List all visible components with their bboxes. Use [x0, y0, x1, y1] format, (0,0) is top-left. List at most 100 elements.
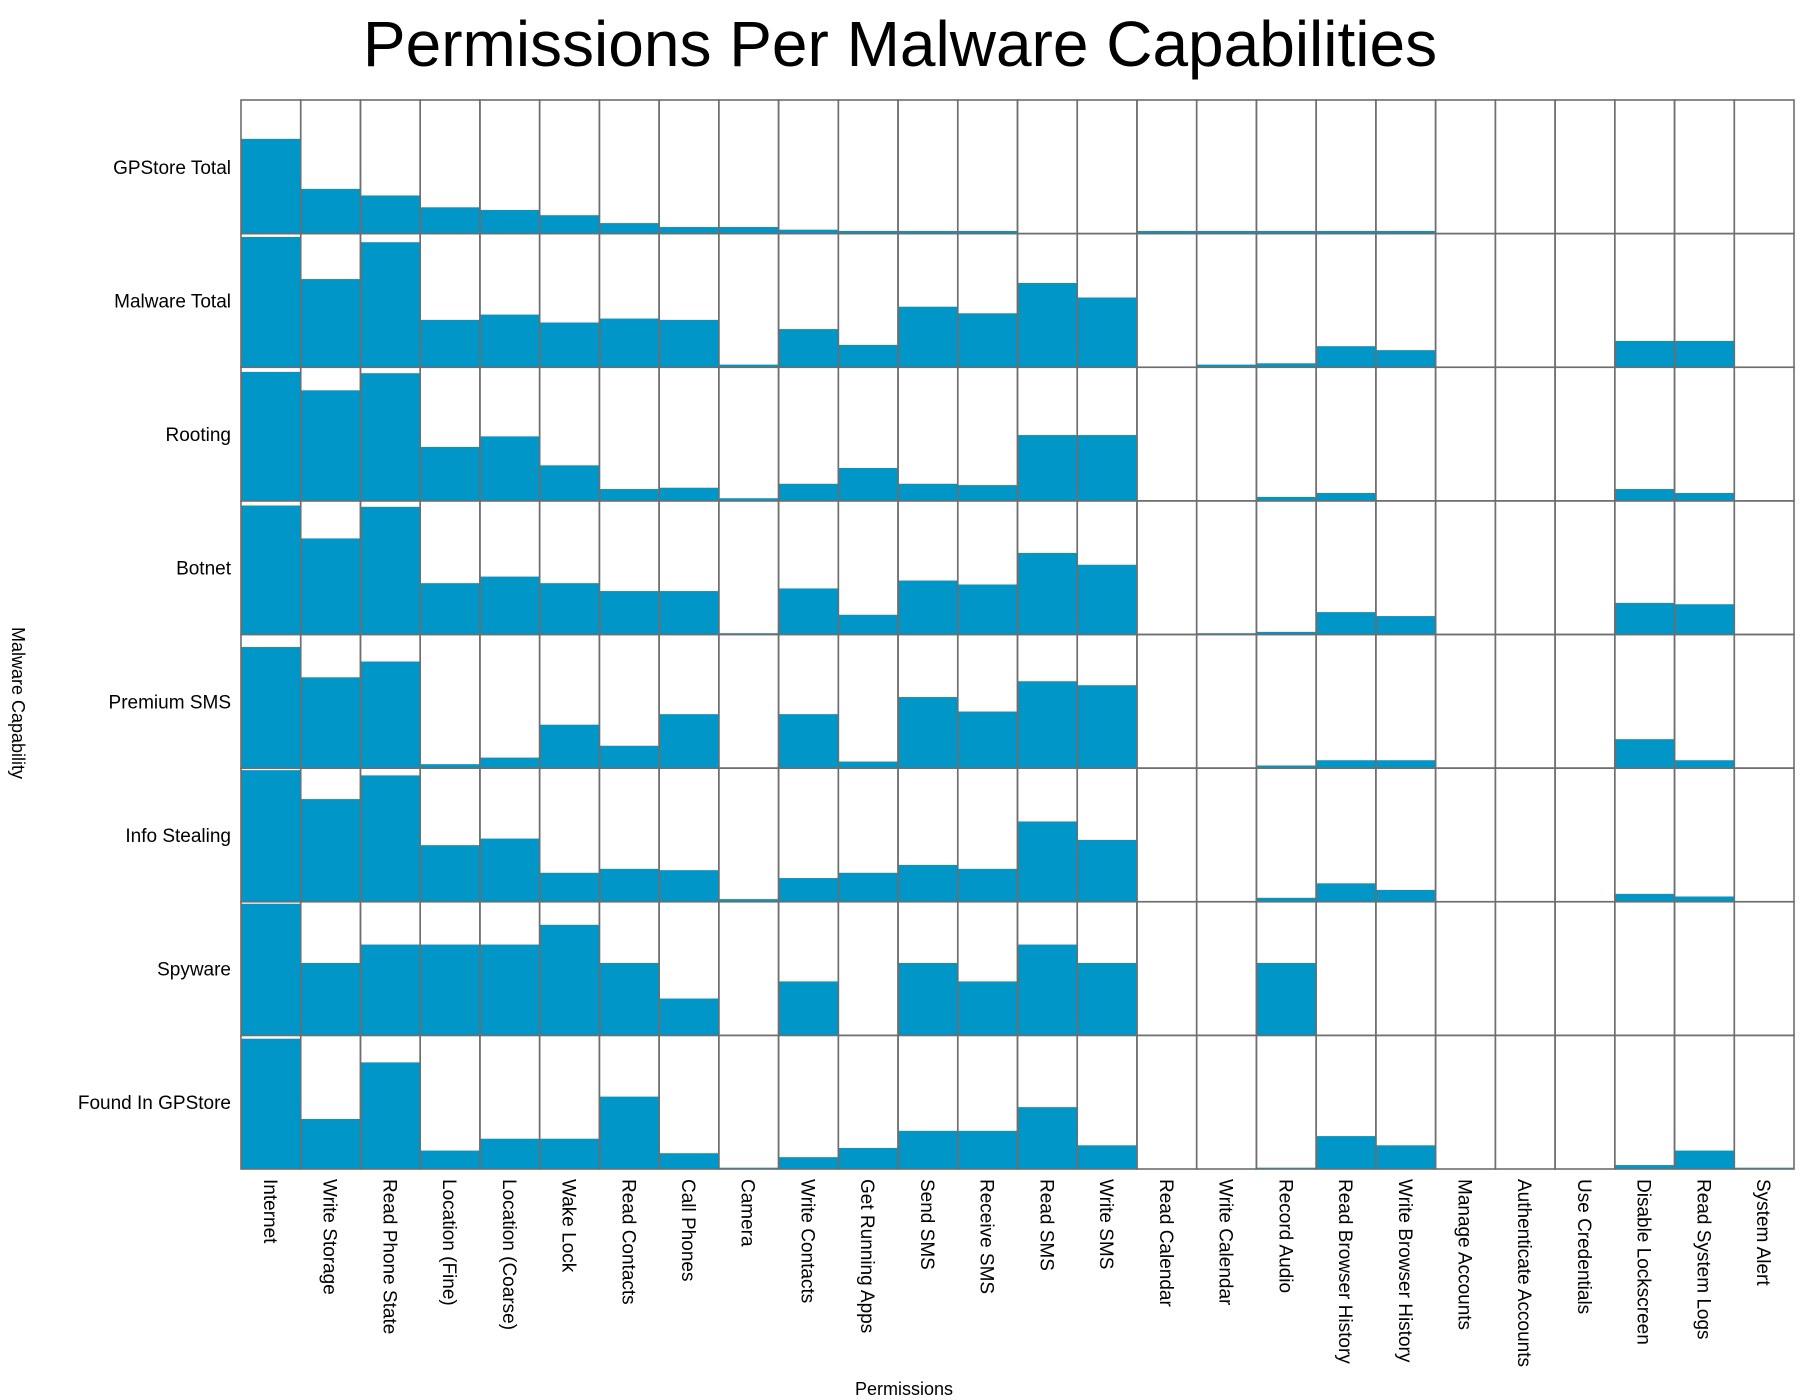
heatmap-bar [659, 227, 719, 234]
heatmap-cell [658, 1034, 720, 1170]
column-label: Write Contacts [796, 1179, 817, 1303]
heatmap-bar [1196, 364, 1257, 368]
heatmap-cell [598, 99, 660, 235]
heatmap-bar [599, 223, 660, 234]
heatmap-bar [1256, 962, 1317, 1036]
heatmap-bar [479, 838, 540, 902]
heatmap-cell [1614, 767, 1676, 903]
heatmap-cell [718, 366, 780, 502]
chart-title: Permissions Per Malware Capabilities [363, 8, 1437, 80]
heatmap-bar [1256, 363, 1317, 368]
heatmap-bar [1614, 893, 1675, 902]
heatmap-cell [1733, 900, 1795, 1037]
heatmap-bar [1256, 230, 1317, 234]
heatmap-bar [659, 591, 719, 635]
heatmap-bar [539, 465, 600, 501]
column-label: Read System Logs [1692, 1179, 1713, 1340]
row-label: Found In GPStore [78, 1093, 231, 1114]
heatmap-bar [479, 576, 540, 635]
heatmap-bar [241, 505, 301, 635]
heatmap-bar [898, 864, 958, 902]
heatmap-cell [1195, 900, 1258, 1037]
heatmap-bar [1614, 1165, 1675, 1169]
heatmap-bar [718, 899, 779, 902]
heatmap-bar [1375, 1145, 1436, 1169]
heatmap-bar [1077, 1145, 1137, 1169]
heatmap-bar [599, 962, 660, 1036]
heatmap-bar [838, 872, 899, 902]
column-label: Disable Lockscreen [1633, 1179, 1654, 1345]
heatmap-cell [718, 1034, 780, 1170]
heatmap-bar [360, 775, 421, 902]
heatmap-cell [1733, 767, 1795, 903]
heatmap-bar [898, 580, 958, 635]
column-label: Location (Coarse) [498, 1179, 519, 1330]
heatmap-bar [539, 924, 600, 1036]
heatmap-bar [1256, 631, 1317, 635]
heatmap-cell [538, 99, 601, 235]
heatmap-cell [1255, 500, 1317, 636]
heatmap-cell [837, 900, 899, 1037]
heatmap-cell [1136, 1034, 1198, 1170]
column-label: Write Browser History [1394, 1179, 1415, 1363]
heatmap-bar [659, 870, 719, 902]
heatmap-bar [898, 697, 958, 769]
column-label: Record Audio [1274, 1179, 1295, 1293]
heatmap-bar [420, 845, 480, 902]
heatmap-bar [1256, 765, 1317, 769]
heatmap-bar [898, 230, 958, 234]
heatmap-cell [1375, 99, 1437, 235]
heatmap-cell [1195, 500, 1258, 636]
heatmap-cell [1733, 366, 1795, 502]
heatmap-bar [1316, 612, 1376, 635]
heatmap-bar [659, 1153, 719, 1169]
heatmap-cell [1195, 99, 1258, 235]
column-label: Write SMS [1095, 1179, 1116, 1269]
row-label: GPStore Total [113, 158, 231, 179]
heatmap-bar [957, 584, 1018, 635]
heatmap-cell [1554, 633, 1616, 769]
heatmap-bar [479, 1138, 540, 1169]
heatmap-cell [1315, 633, 1377, 769]
heatmap-bar [1375, 230, 1436, 234]
heatmap-cell [777, 1034, 840, 1170]
heatmap-bar [300, 279, 361, 368]
heatmap-bar [360, 195, 421, 234]
heatmap-cell [1434, 99, 1497, 235]
column-label: Send SMS [916, 1179, 937, 1270]
heatmap-bar [300, 962, 361, 1036]
heatmap-cell [1315, 99, 1377, 235]
heatmap-bar [599, 591, 660, 635]
heatmap-bar [898, 306, 958, 368]
heatmap-bar [957, 868, 1018, 902]
heatmap-cell [956, 366, 1019, 502]
heatmap-bar [539, 1138, 600, 1169]
heatmap-cell [1494, 1034, 1556, 1170]
heatmap-cell [1375, 366, 1437, 502]
heatmap-cell [1733, 1034, 1795, 1170]
row-label: Malware Total [114, 291, 231, 312]
heatmap-cell [1673, 99, 1736, 235]
row-label: Premium SMS [109, 692, 231, 713]
heatmap-bar [1077, 962, 1137, 1036]
heatmap-bar [1256, 897, 1317, 902]
heatmap-bar [599, 1096, 660, 1169]
heatmap-cell [718, 99, 780, 235]
heatmap-bar [957, 981, 1018, 1036]
heatmap-cell [1614, 99, 1676, 235]
heatmap-bar [718, 498, 779, 501]
heatmap-bar [1017, 821, 1078, 902]
heatmap-bar [420, 319, 480, 368]
heatmap-bar [479, 209, 540, 234]
heatmap-cell [1375, 633, 1437, 769]
heatmap-cell [1733, 500, 1795, 636]
heatmap-bar [1614, 739, 1675, 769]
heatmap-cell [956, 99, 1019, 235]
heatmap-bar [539, 322, 600, 368]
heatmap-bar [420, 446, 480, 501]
column-label: Location (Fine) [438, 1179, 459, 1306]
heatmap-cell [1076, 99, 1138, 235]
heatmap-cell [1434, 366, 1497, 502]
heatmap-cell [1494, 99, 1556, 235]
heatmap-cell [1554, 1034, 1616, 1170]
